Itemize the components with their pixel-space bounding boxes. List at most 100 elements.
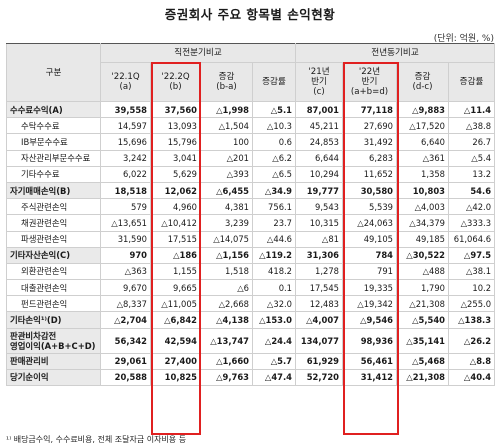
cell-value: △1,504 [200, 117, 253, 135]
row-label: 기타수수료 [6, 165, 101, 183]
cell-value: △14,075 [200, 230, 253, 248]
cell-value: 970 [100, 246, 151, 264]
cell-value: △9,546 [342, 311, 398, 329]
cell-value: 54.6 [448, 181, 496, 200]
cell-value: 6,283 [342, 149, 398, 167]
cell-value: △9,763 [200, 368, 253, 387]
table-row: 자기매매손익(B) 18,518 12,062 △6,455 △34.9 19,777 30… [6, 181, 496, 200]
row-label: 대출관련손익 [6, 279, 101, 297]
cell-value: △10,412 [150, 214, 201, 232]
cell-value: △8.8 [448, 352, 496, 370]
row-label: 당기순이익 [6, 368, 101, 387]
cell-value: △6,455 [200, 181, 253, 200]
cell-value: 27,690 [342, 117, 398, 135]
cell-value: △1,998 [200, 100, 253, 119]
cell-value: △13,747 [200, 327, 253, 354]
cell-value: 1,358 [396, 165, 450, 183]
cell-value: 61,064.6 [448, 230, 496, 248]
cell-value: △255.0 [448, 295, 496, 313]
table-row: 수수료수익(A) 39,558 37,560 △1,998 △5.1 87,001 77,1… [6, 100, 496, 119]
table-row: 기타자산손익(C) 970 △186 △1,156 △119.2 31,306 784 △30… [6, 246, 496, 264]
cell-value: 61,929 [295, 352, 344, 370]
row-label: 채권관련손익 [6, 214, 101, 232]
col-header-7: 증감 (d-c) [396, 62, 450, 102]
footnote: ¹⁾ 배당금수익, 수수료비용, 전체 조달자금 이자비용 등 [6, 435, 187, 444]
cell-value: 6,640 [396, 133, 450, 151]
cell-value: △4,003 [396, 198, 450, 216]
cell-value: 27,400 [150, 352, 201, 370]
cell-value: 37,560 [150, 100, 201, 119]
cell-value: △40.4 [448, 368, 496, 387]
cell-value: 17,515 [150, 230, 201, 248]
cell-value: 5,539 [342, 198, 398, 216]
col-header-1: '22.1Q (a) [100, 62, 151, 102]
row-label: 자기매매손익(B) [6, 181, 101, 200]
cell-value: △2,668 [200, 295, 253, 313]
cell-value: 1,790 [396, 279, 450, 297]
row-label: 수수료수익(A) [6, 100, 101, 119]
cell-value: 31,412 [342, 368, 398, 387]
table-row: 자산관리부문수수료 3,242 3,041 △201 △6.2 6,644 6,283 △36… [6, 149, 496, 167]
cell-value: 52,720 [295, 368, 344, 387]
cell-value: △17,520 [396, 117, 450, 135]
cell-value: 756.1 [251, 198, 297, 216]
cell-value: △333.3 [448, 214, 496, 232]
cell-value: 0.6 [251, 133, 297, 151]
cell-value: △38.1 [448, 262, 496, 281]
cell-value: △6 [200, 279, 253, 297]
col-header-2: '22.2Q (b) [150, 62, 201, 102]
cell-value: 10,803 [396, 181, 450, 200]
cell-value: △11.4 [448, 100, 496, 119]
cell-value: △6.2 [251, 149, 297, 167]
cell-value: △24,063 [342, 214, 398, 232]
cell-value: 19,335 [342, 279, 398, 297]
table-row: 수탁수수료 14,597 13,093 △1,504 △10.3 45,211 27,690… [6, 117, 496, 135]
cell-value: △24.4 [251, 327, 297, 354]
cell-value: 17,545 [295, 279, 344, 297]
cell-value: △5.7 [251, 352, 297, 370]
cell-value: △13,651 [100, 214, 151, 232]
cell-value: △38.8 [448, 117, 496, 135]
table-row: 기타수수료 6,022 5,629 △393 △6.5 10,294 11,652 1,358… [6, 165, 496, 183]
cell-value: △47.4 [251, 368, 297, 387]
cell-value: 18,518 [100, 181, 151, 200]
col-header-qoq: 직전분기비교 [99, 43, 297, 63]
cell-value: 579 [100, 198, 151, 216]
cell-value: 23.7 [251, 214, 297, 232]
cell-value: △2,704 [100, 311, 151, 329]
cell-value: △34.9 [251, 181, 297, 200]
cell-value: △488 [396, 262, 450, 281]
cell-value: △21,308 [396, 295, 450, 313]
cell-value: △8,337 [100, 295, 151, 313]
row-label: 기타자산손익(C) [6, 246, 101, 264]
row-label: IB부문수수료 [6, 133, 101, 151]
cell-value: 791 [342, 262, 398, 281]
cell-value: 87,001 [295, 100, 344, 119]
cell-value: 77,118 [342, 100, 398, 119]
cell-value: △363 [100, 262, 151, 281]
cell-value: 49,185 [396, 230, 450, 248]
cell-value: △5.4 [448, 149, 496, 167]
cell-value: 11,652 [342, 165, 398, 183]
cell-value: 49,105 [342, 230, 398, 248]
cell-value: △6,842 [150, 311, 201, 329]
cell-value: 3,242 [100, 149, 151, 167]
table-row: 대출관련손익 9,670 9,665 △6 0.1 17,545 19,335 1,790 10… [6, 279, 496, 297]
row-label: 주식관련손익 [6, 198, 101, 216]
cell-value: △138.3 [448, 311, 496, 329]
cell-value: 13,093 [150, 117, 201, 135]
cell-value: 26.7 [448, 133, 496, 151]
cell-value: △32.0 [251, 295, 297, 313]
cell-value: △1,660 [200, 352, 253, 370]
table-row: 파생관련손익 31,590 17,515 △14,075 △44.6 △81 49,105 4… [6, 230, 496, 248]
cell-value: 14,597 [100, 117, 151, 135]
row-label: 기타손익¹⁾(D) [6, 311, 101, 329]
table-row: 기타손익¹⁾(D) △2,704 △6,842 △4,138 △153.0 △4,007 △… [6, 311, 496, 329]
cell-value: 20,588 [100, 368, 151, 387]
cell-value: 24,853 [295, 133, 344, 151]
cell-value: △201 [200, 149, 253, 167]
cell-value: 3,041 [150, 149, 201, 167]
cell-value: 56,461 [342, 352, 398, 370]
cell-value: 4,381 [200, 198, 253, 216]
row-label: 수탁수수료 [6, 117, 101, 135]
